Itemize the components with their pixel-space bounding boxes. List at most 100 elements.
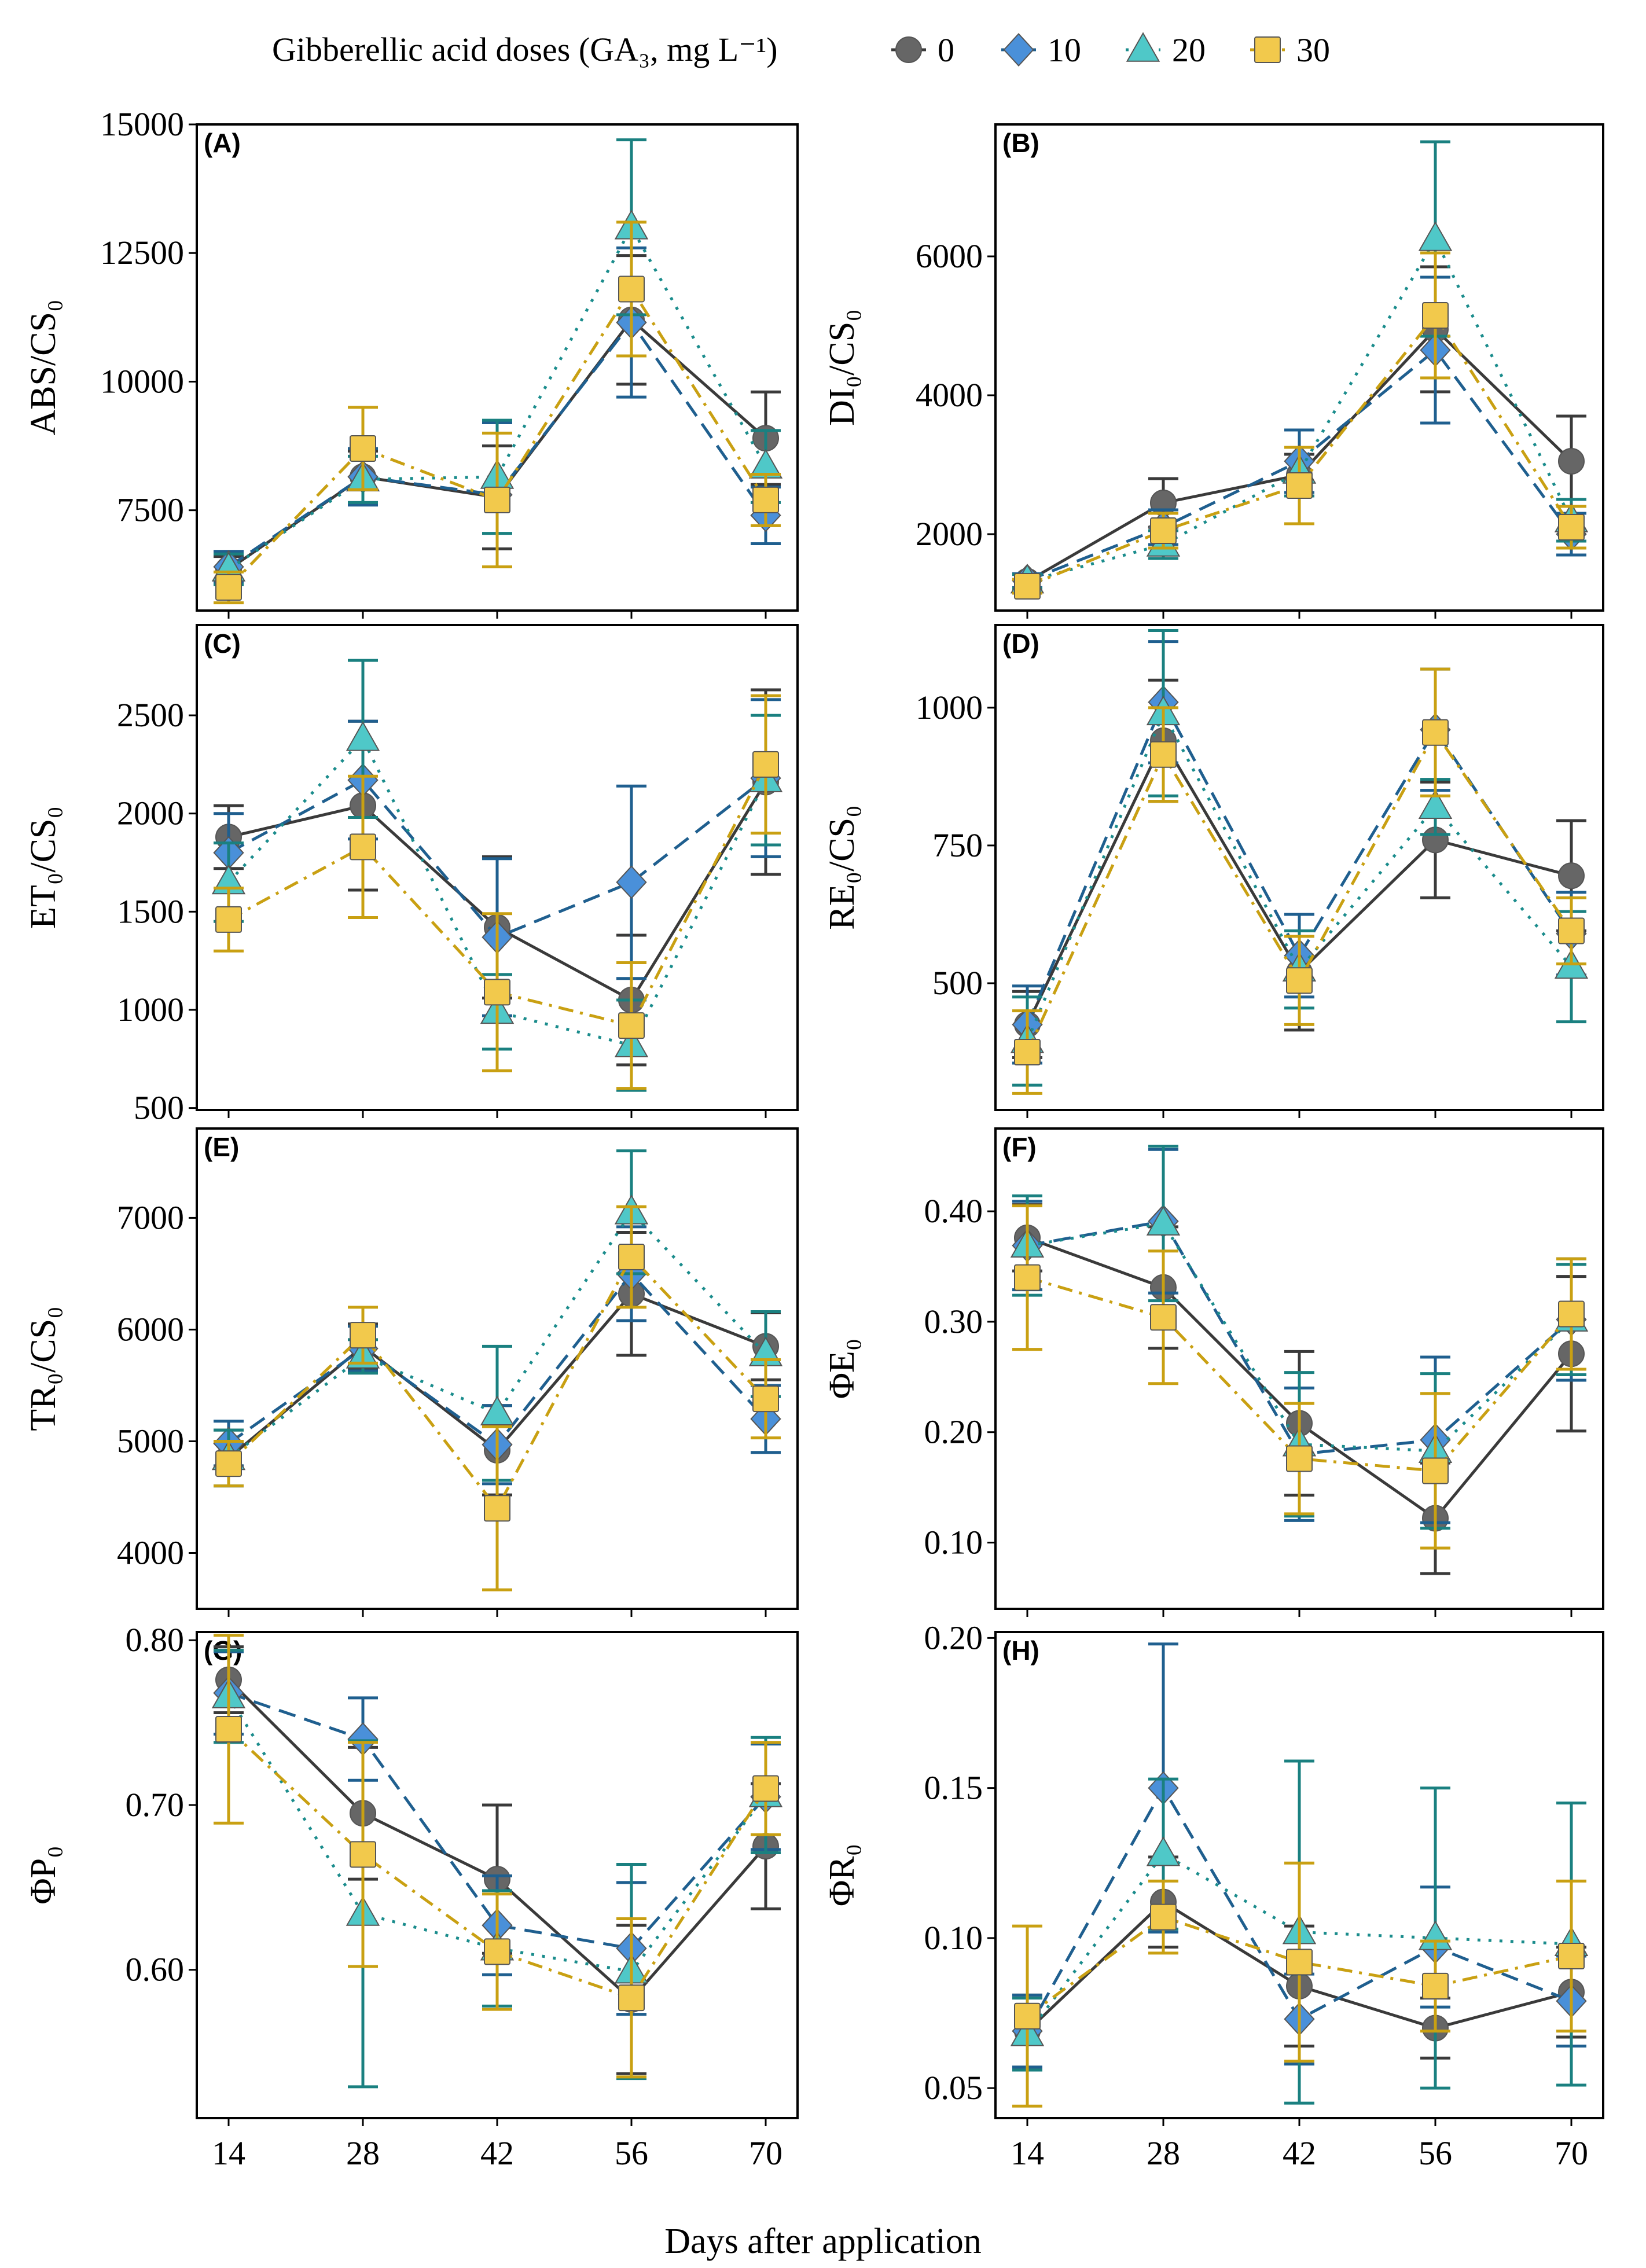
- data-point: [1418, 789, 1453, 819]
- y-tick-label: 1500: [117, 892, 184, 930]
- panel-e: (E) 4000 5000 6000 7000 TR₀/CS₀: [24, 1127, 799, 1617]
- y-tick-label: 4000: [117, 1534, 184, 1571]
- data-point: [484, 979, 510, 1006]
- data-point: [1014, 1039, 1041, 1066]
- y-tick-label: 0.10: [924, 1524, 983, 1561]
- y-tick-label: 15000: [100, 105, 184, 143]
- y-tick-label: 0.40: [924, 1192, 983, 1230]
- legend-label-0: 0: [938, 31, 954, 69]
- y-tick-label: 5000: [117, 1422, 184, 1460]
- data-point: [752, 751, 779, 778]
- panel-tag: (E): [204, 1132, 239, 1162]
- data-point: [616, 865, 647, 899]
- data-point: [1150, 741, 1177, 768]
- data-point: [1558, 1943, 1585, 1969]
- x-tick-label: 14: [1011, 2134, 1044, 2172]
- plot-frame: [994, 123, 1604, 612]
- panel-f: (F) 0.10 0.20 0.30 0.40 ΦE₀: [822, 1127, 1604, 1617]
- y-tick-label: 500: [932, 964, 983, 1002]
- data-point: [350, 833, 376, 861]
- x-axis-label: Days after application: [664, 2222, 981, 2261]
- series-30: [1012, 667, 1586, 1095]
- series-30: [1012, 251, 1586, 600]
- data-point: [1014, 1264, 1041, 1291]
- series-line: [1027, 237, 1573, 583]
- series-line: [227, 287, 767, 589]
- plot-frame: [994, 624, 1604, 1111]
- series-10: [1012, 275, 1587, 598]
- data-point: [350, 1841, 376, 1868]
- legend-title: Gibberellic acid doses (GA₃, mg L⁻¹): [272, 31, 778, 68]
- series-line: [228, 1691, 767, 1950]
- legend: Gibberellic acid doses (GA₃, mg L⁻¹) 0 10…: [272, 31, 1330, 69]
- y-tick-label: 6000: [916, 237, 983, 275]
- data-point: [1558, 514, 1585, 541]
- series-30: [214, 220, 781, 605]
- y-tick-label: 0.15: [924, 1769, 983, 1807]
- panel-tag: (B): [1002, 128, 1039, 158]
- panel-tag: (D): [1002, 628, 1039, 659]
- y-tick-label: 0.20: [924, 1619, 983, 1656]
- y-tick-label: 0.10: [924, 1919, 983, 1957]
- y-axis-label: DI₀/CS₀: [822, 309, 862, 426]
- x-tick-label: 42: [1283, 2134, 1316, 2172]
- x-tick-label: 56: [1419, 2134, 1452, 2172]
- y-tick-label: 7000: [117, 1199, 184, 1236]
- data-point: [1286, 1949, 1313, 1976]
- y-tick-label: 0.60: [126, 1951, 185, 1988]
- data-point: [215, 574, 242, 601]
- y-tick-label: 0.30: [924, 1303, 983, 1340]
- legend-marker-20: [1126, 32, 1160, 62]
- data-point: [752, 486, 779, 513]
- data-point: [1422, 719, 1449, 746]
- panel-c: (C) 500 1000 1500 2000 2500 ET₀/CS₀: [24, 624, 799, 1127]
- y-tick-label: 750: [932, 826, 983, 864]
- y-tick-label: 0.80: [126, 1621, 185, 1659]
- panel-tag: (A): [204, 128, 241, 158]
- data-point: [484, 486, 510, 513]
- data-point: [350, 435, 376, 462]
- series-30: [214, 694, 781, 1090]
- data-point: [618, 275, 645, 303]
- data-point: [1150, 1903, 1177, 1931]
- y-tick-label: 500: [134, 1089, 184, 1127]
- x-tick-label: 70: [1555, 2134, 1588, 2172]
- panel-tag: (H): [1002, 1635, 1039, 1666]
- series-line: [1027, 1276, 1572, 1472]
- legend-label-10: 10: [1048, 31, 1081, 69]
- data-point: [1150, 1304, 1177, 1331]
- x-tick-label: 70: [749, 2134, 782, 2172]
- y-tick-label: 10000: [100, 362, 184, 400]
- data-point: [752, 1775, 779, 1802]
- y-axis-label: TR₀/CS₀: [24, 1306, 63, 1431]
- x-tick-label: 28: [346, 2134, 380, 2172]
- series-30: [214, 1205, 781, 1591]
- data-point: [752, 1385, 779, 1413]
- y-tick-label: 2500: [117, 696, 184, 734]
- y-tick-label: 2000: [117, 795, 184, 832]
- data-point: [1014, 573, 1041, 600]
- y-tick-label: 1000: [117, 991, 184, 1028]
- data-point: [1558, 917, 1585, 944]
- series-line: [227, 737, 767, 1047]
- data-point: [1422, 1972, 1449, 1999]
- series-line: [227, 1728, 767, 1999]
- data-point: [1146, 1836, 1181, 1866]
- y-tick-label: 1000: [916, 689, 983, 726]
- data-point: [346, 721, 380, 751]
- series-30: [214, 1634, 781, 2079]
- data-point: [1418, 221, 1453, 251]
- data-point: [1422, 1457, 1449, 1484]
- data-point: [484, 1495, 510, 1522]
- panel-b: (B) 2000 4000 6000 DI₀/CS₀: [822, 123, 1604, 619]
- data-point: [618, 1984, 645, 2012]
- panel-tag: (F): [1002, 1132, 1037, 1162]
- legend-marker-10: [1003, 33, 1034, 67]
- y-tick-label: 12500: [100, 234, 184, 271]
- panel-h: (H) 0.05 0.10 0.15 0.20 14 28 42 56 70 ΦR₀: [822, 1619, 1604, 2172]
- panels: (A) 7500 10000 12500 15000 ABS/CS₀ (B) 2000 4000…: [24, 105, 1604, 2172]
- y-tick-label: 7500: [117, 491, 184, 529]
- data-point: [484, 1938, 510, 1965]
